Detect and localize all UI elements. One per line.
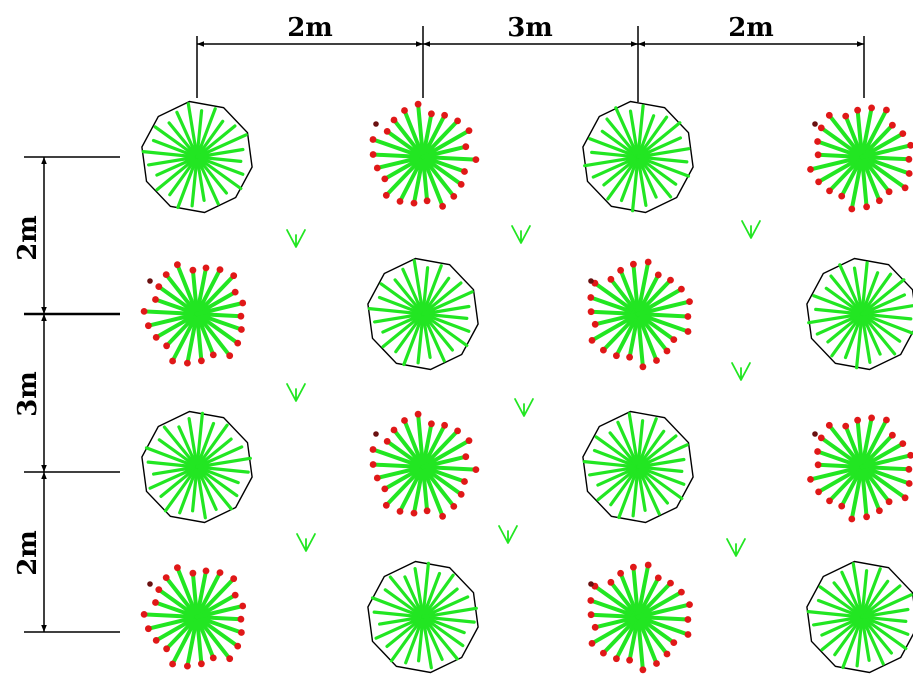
groundcover-tuft-icon: [514, 398, 534, 417]
plants-layer: [140, 100, 913, 674]
groundcover-layer: [286, 220, 761, 557]
outlined-shrub-symbol: [806, 560, 913, 674]
dim-label-v-1: 2m: [13, 215, 43, 261]
groundcover-tuft-icon: [741, 220, 761, 239]
outlined-shrub-symbol: [806, 257, 913, 371]
red-flower-shrub-symbol: [369, 410, 480, 520]
groundcover-tuft-icon: [511, 225, 531, 244]
groundcover-tuft-icon: [286, 229, 306, 248]
red-flower-shrub-symbol: [369, 100, 480, 210]
groundcover-tuft-icon: [498, 525, 518, 544]
outlined-shrub-symbol: [367, 560, 479, 674]
outlined-shrub-symbol: [582, 410, 694, 524]
groundcover-tuft-icon: [731, 362, 751, 381]
dim-label-h-3: 2m: [728, 13, 774, 43]
dim-label-h-1: 2m: [287, 13, 333, 43]
outlined-shrub-symbol: [582, 100, 694, 214]
red-flower-shrub-symbol: [140, 564, 247, 670]
red-flower-shrub-symbol: [807, 104, 913, 213]
groundcover-tuft-icon: [726, 538, 746, 557]
outlined-shrub-symbol: [141, 100, 253, 214]
vertical-dimensions: [24, 156, 120, 633]
groundcover-tuft-icon: [286, 383, 306, 402]
outlined-shrub-symbol: [141, 410, 253, 524]
red-flower-shrub-symbol: [587, 561, 693, 674]
red-flower-shrub-symbol: [807, 414, 913, 523]
outlined-shrub-symbol: [367, 257, 479, 371]
red-flower-shrub-symbol: [140, 261, 247, 367]
dim-label-v-2: 3m: [13, 371, 43, 417]
groundcover-tuft-icon: [296, 533, 316, 552]
horizontal-dimensions: [196, 26, 865, 102]
dim-label-h-2: 3m: [507, 13, 553, 43]
red-flower-shrub-symbol: [587, 258, 693, 371]
dim-label-v-3: 2m: [13, 530, 43, 576]
